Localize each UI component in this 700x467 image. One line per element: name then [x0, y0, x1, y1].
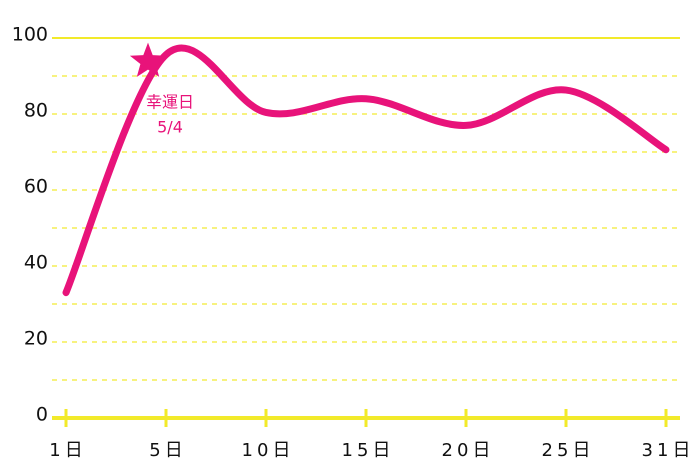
x-tick-label: 20日	[442, 440, 495, 461]
line	[62, 44, 670, 297]
x-tick-label: 10日	[242, 440, 295, 461]
y-tick-label: 0	[36, 404, 48, 426]
y-tick-label: 60	[24, 176, 48, 198]
annotation-text: 幸運日	[146, 93, 194, 112]
y-tick-label: 40	[24, 252, 48, 274]
y-tick-label: 80	[24, 100, 48, 122]
star-marker	[129, 42, 167, 77]
x-tick-label: 31日	[642, 440, 695, 461]
x-tick-label: 5日	[149, 440, 186, 461]
x-tick-label: 15日	[342, 440, 395, 461]
x-tick-label: 25日	[542, 440, 595, 461]
annotation-text: 5/4	[157, 118, 183, 137]
y-tick-label: 100	[12, 24, 48, 46]
x-tick-label: 1日	[49, 440, 86, 461]
y-tick-label: 20	[24, 328, 48, 350]
